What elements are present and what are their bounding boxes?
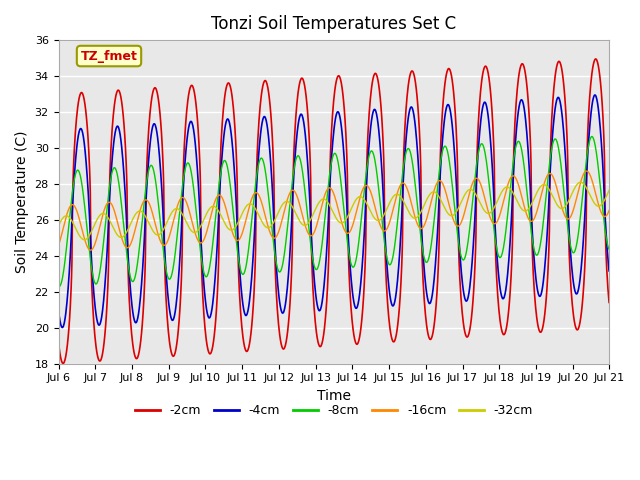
- -32cm: [164, 217, 172, 223]
- -16cm: [605, 208, 613, 214]
- -4cm: [58, 324, 66, 330]
- -16cm: [492, 221, 499, 227]
- -16cm: [177, 195, 185, 201]
- -4cm: [164, 293, 172, 299]
- -2cm: [164, 324, 172, 330]
- -4cm: [177, 228, 185, 234]
- -4cm: [591, 92, 599, 98]
- X-axis label: Time: Time: [317, 389, 351, 403]
- -2cm: [420, 286, 428, 291]
- -4cm: [605, 268, 613, 274]
- -32cm: [605, 188, 613, 193]
- Line: -4cm: -4cm: [58, 95, 609, 327]
- Line: -16cm: -16cm: [58, 171, 609, 250]
- -16cm: [239, 228, 247, 234]
- -8cm: [56, 284, 63, 289]
- -4cm: [54, 308, 62, 313]
- -16cm: [540, 181, 548, 187]
- -2cm: [60, 360, 67, 366]
- -16cm: [164, 238, 172, 243]
- Y-axis label: Soil Temperature (C): Soil Temperature (C): [15, 131, 29, 273]
- -32cm: [420, 204, 428, 210]
- -8cm: [540, 213, 548, 218]
- -8cm: [164, 275, 172, 280]
- -32cm: [540, 182, 548, 188]
- -16cm: [582, 168, 590, 174]
- -8cm: [177, 192, 185, 198]
- -8cm: [239, 272, 247, 277]
- -32cm: [492, 202, 499, 208]
- -32cm: [177, 210, 185, 216]
- -4cm: [239, 301, 247, 307]
- -32cm: [577, 180, 584, 185]
- -32cm: [54, 223, 62, 228]
- Line: -8cm: -8cm: [58, 136, 609, 287]
- -32cm: [239, 209, 247, 215]
- -4cm: [420, 258, 428, 264]
- -4cm: [492, 229, 499, 235]
- Text: TZ_fmet: TZ_fmet: [81, 49, 138, 62]
- -2cm: [592, 56, 600, 62]
- Title: Tonzi Soil Temperatures Set C: Tonzi Soil Temperatures Set C: [211, 15, 456, 33]
- -2cm: [540, 317, 548, 323]
- -8cm: [420, 252, 428, 258]
- -8cm: [492, 238, 499, 244]
- -8cm: [588, 133, 596, 139]
- Line: -32cm: -32cm: [58, 182, 609, 240]
- -4cm: [540, 272, 548, 278]
- -8cm: [605, 246, 613, 252]
- -2cm: [239, 334, 247, 340]
- -16cm: [87, 247, 95, 253]
- -2cm: [177, 277, 185, 283]
- -16cm: [420, 224, 428, 229]
- -32cm: [81, 237, 88, 243]
- -8cm: [54, 283, 62, 289]
- Line: -2cm: -2cm: [58, 59, 609, 363]
- -2cm: [492, 246, 499, 252]
- -16cm: [54, 242, 62, 248]
- Legend: -2cm, -4cm, -8cm, -16cm, -32cm: -2cm, -4cm, -8cm, -16cm, -32cm: [130, 399, 538, 422]
- -2cm: [54, 339, 62, 345]
- -2cm: [605, 300, 613, 305]
